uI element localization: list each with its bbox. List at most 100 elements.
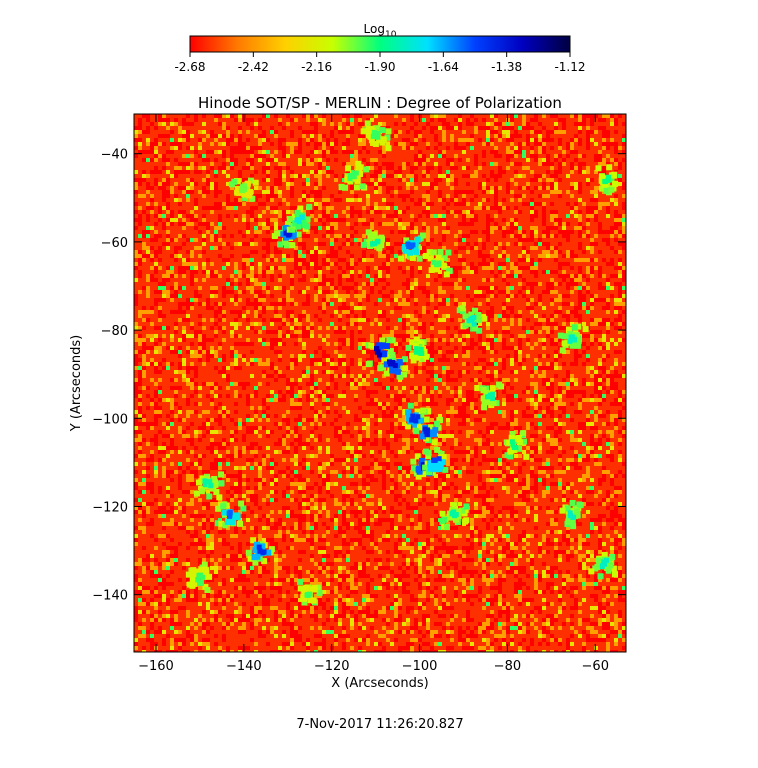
- heatmap-cell: [254, 234, 258, 238]
- heatmap-cell: [582, 442, 586, 446]
- heatmap-cell: [282, 210, 286, 214]
- heatmap-cell: [522, 202, 526, 206]
- heatmap-cell: [142, 234, 146, 238]
- heatmap-cell: [594, 214, 598, 218]
- heatmap-cell: [290, 142, 294, 146]
- heatmap-cell: [302, 330, 306, 334]
- heatmap-cell: [434, 178, 438, 182]
- heatmap-cell: [278, 358, 282, 362]
- heatmap-cell: [430, 326, 434, 330]
- heatmap-cell: [490, 338, 494, 342]
- heatmap-cell: [498, 134, 502, 138]
- heatmap-cell: [362, 122, 366, 126]
- heatmap-cell: [342, 458, 346, 462]
- heatmap-cell: [166, 234, 170, 238]
- heatmap-cell: [498, 202, 502, 206]
- heatmap-cell: [146, 466, 150, 470]
- heatmap-cell: [226, 454, 230, 458]
- heatmap-cell: [466, 394, 470, 398]
- heatmap-cell: [522, 174, 526, 178]
- heatmap-cell: [310, 262, 314, 266]
- heatmap-cell: [546, 318, 550, 322]
- heatmap-cell: [254, 134, 258, 138]
- heatmap-cell: [350, 274, 354, 278]
- heatmap-cell: [326, 402, 330, 406]
- heatmap-cell: [210, 210, 214, 214]
- heatmap-cell: [386, 318, 390, 322]
- heatmap-cell: [266, 162, 270, 166]
- heatmap-cell: [270, 226, 274, 230]
- heatmap-cell: [170, 350, 174, 354]
- heatmap-cell: [170, 270, 174, 274]
- heatmap-cell: [450, 178, 454, 182]
- heatmap-cell: [238, 382, 242, 386]
- heatmap-cell: [514, 422, 518, 426]
- heatmap-cell: [598, 170, 602, 174]
- heatmap-cell: [502, 358, 506, 362]
- heatmap-cell: [422, 402, 426, 406]
- heatmap-cell: [250, 278, 254, 282]
- heatmap-cell: [570, 274, 574, 278]
- heatmap-cell: [254, 426, 258, 430]
- heatmap-cell: [386, 126, 390, 130]
- heatmap-cell: [398, 230, 402, 234]
- heatmap-cell: [570, 278, 574, 282]
- heatmap-cell: [558, 162, 562, 166]
- heatmap-cell: [566, 350, 570, 354]
- heatmap-cell: [230, 246, 234, 250]
- heatmap-cell: [250, 290, 254, 294]
- heatmap-cell: [446, 146, 450, 150]
- heatmap-cell: [178, 418, 182, 422]
- heatmap-cell: [498, 442, 502, 446]
- heatmap-cell: [410, 114, 414, 118]
- heatmap-cell: [510, 294, 514, 298]
- heatmap-cell: [610, 142, 614, 146]
- heatmap-cell: [578, 198, 582, 202]
- heatmap-cell: [470, 266, 474, 270]
- heatmap-cell: [386, 142, 390, 146]
- heatmap-cell: [242, 262, 246, 266]
- heatmap-cell: [202, 302, 206, 306]
- heatmap-cell: [622, 222, 626, 226]
- heatmap-cell: [422, 322, 426, 326]
- heatmap-cell: [562, 314, 566, 318]
- heatmap-cell: [178, 430, 182, 434]
- heatmap-cell: [294, 322, 298, 326]
- heatmap-cell: [350, 330, 354, 334]
- heatmap-cell: [366, 258, 370, 262]
- heatmap-cell: [458, 114, 462, 118]
- heatmap-cell: [358, 382, 362, 386]
- heatmap-cell: [610, 402, 614, 406]
- heatmap-cell: [482, 258, 486, 262]
- heatmap-cell: [258, 214, 262, 218]
- heatmap-cell: [570, 430, 574, 434]
- heatmap-cell: [274, 226, 278, 230]
- heatmap-cell: [234, 198, 238, 202]
- heatmap-cell: [298, 318, 302, 322]
- heatmap-cell: [194, 330, 198, 334]
- heatmap-cell: [242, 422, 246, 426]
- heatmap-cell: [398, 302, 402, 306]
- heatmap-cell: [418, 198, 422, 202]
- heatmap-cell: [310, 130, 314, 134]
- heatmap-cell: [386, 446, 390, 450]
- heatmap-cell: [506, 206, 510, 210]
- heatmap-cell: [314, 170, 318, 174]
- heatmap-cell: [238, 466, 242, 470]
- heatmap-cell: [198, 230, 202, 234]
- heatmap-cell: [206, 306, 210, 310]
- heatmap-cell: [186, 366, 190, 370]
- heatmap-cell: [282, 126, 286, 130]
- heatmap-cell: [498, 426, 502, 430]
- heatmap-cell: [218, 446, 222, 450]
- heatmap-cell: [434, 366, 438, 370]
- heatmap-cell: [398, 434, 402, 438]
- heatmap-cell: [290, 390, 294, 394]
- heatmap-cell: [302, 210, 306, 214]
- heatmap-cell: [254, 274, 258, 278]
- heatmap-cell: [550, 378, 554, 382]
- heatmap-cell: [234, 438, 238, 442]
- heatmap-cell: [370, 282, 374, 286]
- heatmap-cell: [150, 246, 154, 250]
